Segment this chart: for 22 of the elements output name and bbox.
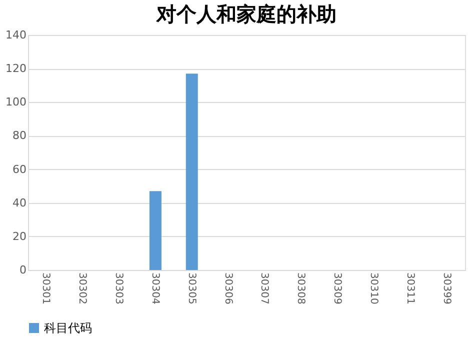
x-tick-label: 30302 <box>76 272 88 304</box>
y-tick-label: 120 <box>6 62 26 76</box>
y-tick-label: 60 <box>12 162 26 176</box>
x-tick-label: 30309 <box>332 272 343 304</box>
legend-label: 科目代码 <box>44 321 92 335</box>
x-tick-label: 30307 <box>258 272 270 304</box>
x-tick-label: 30310 <box>368 272 379 304</box>
y-tick-label: 100 <box>6 96 26 109</box>
y-tick-label: 40 <box>12 196 26 210</box>
x-tick-label: 30306 <box>222 272 234 304</box>
x-tick-label: 30399 <box>440 272 452 304</box>
x-tick-label: 30304 <box>149 272 160 304</box>
x-tick-label: 30311 <box>404 272 416 304</box>
x-tick-label: 30305 <box>186 272 197 304</box>
y-tick-label: 20 <box>12 230 26 243</box>
y-tick-label: 140 <box>6 28 26 42</box>
x-tick-label: 30303 <box>113 272 124 304</box>
y-tick-label: 0 <box>20 264 26 276</box>
y-tick-label: 80 <box>12 129 26 142</box>
x-tick-label: 30308 <box>295 272 306 304</box>
x-tick-label: 30301 <box>40 272 52 304</box>
chart-title: 对个人和家庭的补助 <box>156 2 336 26</box>
